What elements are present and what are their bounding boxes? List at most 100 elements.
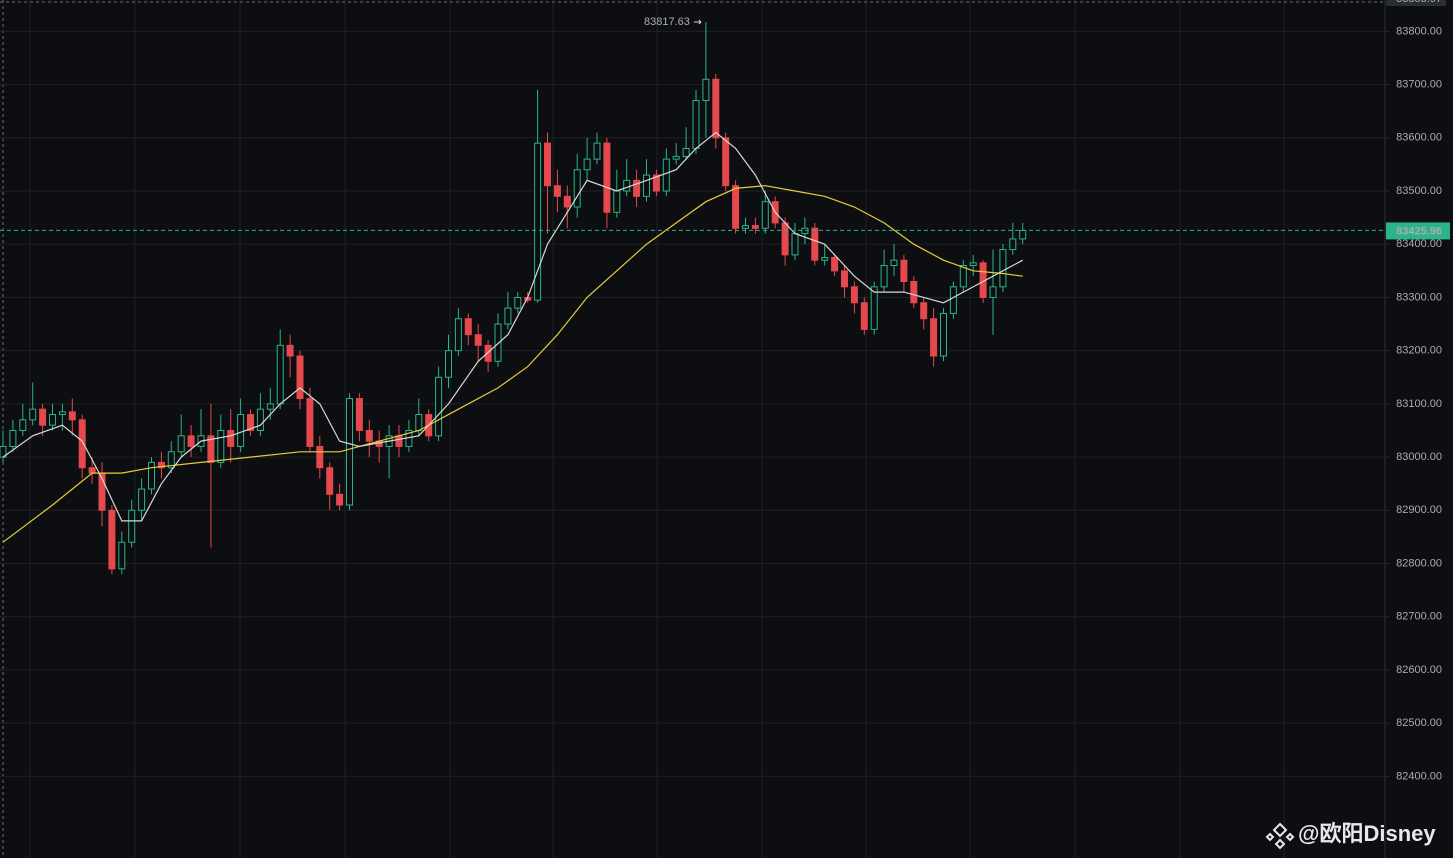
high-arrow: [693, 19, 702, 25]
candle-body: [494, 323, 502, 362]
candle-body: [247, 414, 254, 431]
candle-body: [9, 429, 17, 447]
candle-body: [702, 78, 710, 102]
candle-body: [920, 302, 928, 320]
candle-body: [266, 403, 274, 410]
last-price-box: [1386, 222, 1450, 240]
candle-body: [326, 467, 334, 495]
top-price-box: [1386, 0, 1446, 6]
candle-body: [19, 419, 27, 431]
candle-body: [58, 411, 66, 416]
candle-body: [593, 142, 601, 160]
watermark: @欧阳Disney: [1298, 821, 1436, 846]
candle-body: [128, 509, 136, 543]
plot: 82400.00 82500.00 82600.00 82700.00 82800.00…: [0, 0, 1450, 782]
candle-body: [633, 179, 641, 197]
candle-body: [435, 376, 443, 437]
candle-body: [880, 265, 888, 288]
candle-body: [395, 435, 403, 447]
candle-body: [573, 169, 581, 208]
candle-body: [553, 185, 561, 197]
candle-body: [692, 100, 700, 149]
high-label: 83817.63: [644, 16, 690, 28]
candle-body: [157, 461, 165, 469]
candle-body: [781, 222, 789, 256]
y-tick-label: 83200.00: [1396, 345, 1442, 357]
last-price-label: 83425.96: [1396, 225, 1442, 237]
candle-body: [504, 307, 512, 325]
candle-body: [850, 286, 858, 304]
y-tick-label: 82500.00: [1396, 717, 1442, 729]
candle-body: [890, 259, 898, 267]
candle-body: [742, 225, 749, 229]
candle-body: [930, 318, 938, 357]
candle-body: [821, 257, 829, 261]
candle-body: [989, 286, 997, 298]
candle-body: [1019, 229, 1027, 240]
candle-body: [940, 312, 947, 357]
candle-body: [237, 414, 245, 447]
candle-body: [959, 265, 967, 288]
candle-body: [662, 158, 670, 192]
candle-body: [544, 142, 551, 187]
candle-body: [613, 190, 621, 213]
y-tick-label: 83400.00: [1396, 238, 1442, 250]
candle-body: [88, 467, 96, 474]
candle-body: [484, 344, 492, 362]
candle-body: [732, 185, 740, 229]
y-tick-label: 83800.00: [1396, 25, 1442, 37]
candle-body: [148, 461, 155, 490]
candle-body: [336, 493, 344, 506]
y-tick-label: 82400.00: [1396, 770, 1442, 782]
candle-body: [365, 429, 373, 442]
candle-body: [108, 509, 116, 570]
y-tick-label: 82900.00: [1396, 504, 1442, 516]
y-tick-label: 82800.00: [1396, 557, 1442, 569]
candle-body: [801, 227, 809, 235]
candle-body: [138, 488, 146, 511]
candle-body: [603, 142, 611, 213]
candle-body: [118, 541, 126, 570]
candle-body: [841, 270, 848, 288]
y-tick-label: 83500.00: [1396, 185, 1442, 197]
candle-body: [831, 257, 839, 272]
candle-body: [751, 225, 759, 229]
candle-body: [296, 355, 304, 400]
candle-body: [910, 280, 918, 304]
candle-body: [949, 286, 957, 314]
candle-body: [623, 179, 631, 192]
y-tick-label: 82700.00: [1396, 611, 1442, 623]
y-tick-label: 83600.00: [1396, 132, 1442, 144]
y-tick-label: 83300.00: [1396, 291, 1442, 303]
candle-body: [1009, 238, 1017, 251]
candle-body: [722, 137, 730, 187]
candle-body: [682, 147, 690, 157]
y-tick-label: 83000.00: [1396, 451, 1442, 463]
candle-body: [563, 195, 571, 208]
candle-body: [177, 435, 185, 453]
candle-body: [49, 414, 56, 426]
candle-body: [39, 408, 47, 426]
y-tick-label: 83100.00: [1396, 398, 1442, 410]
candle-body: [454, 318, 462, 352]
candle-body: [415, 414, 423, 431]
candle-body: [870, 286, 878, 330]
candle-body: [712, 78, 720, 139]
candle-body: [514, 296, 522, 309]
candle-body: [256, 408, 264, 431]
candle-body: [217, 429, 225, 463]
candle-body: [791, 233, 799, 256]
candle-body: [969, 262, 977, 267]
candle-body: [643, 174, 650, 197]
candle-body: [187, 435, 195, 447]
candle-body: [346, 398, 353, 506]
candle-body: [900, 259, 908, 282]
candle-body: [227, 429, 235, 447]
candle-body: [811, 227, 819, 261]
candle-body: [652, 174, 660, 192]
candle-body: [860, 302, 868, 330]
candle-body: [355, 398, 363, 431]
watermark-logo: [1265, 822, 1295, 850]
candle-body: [761, 201, 769, 229]
